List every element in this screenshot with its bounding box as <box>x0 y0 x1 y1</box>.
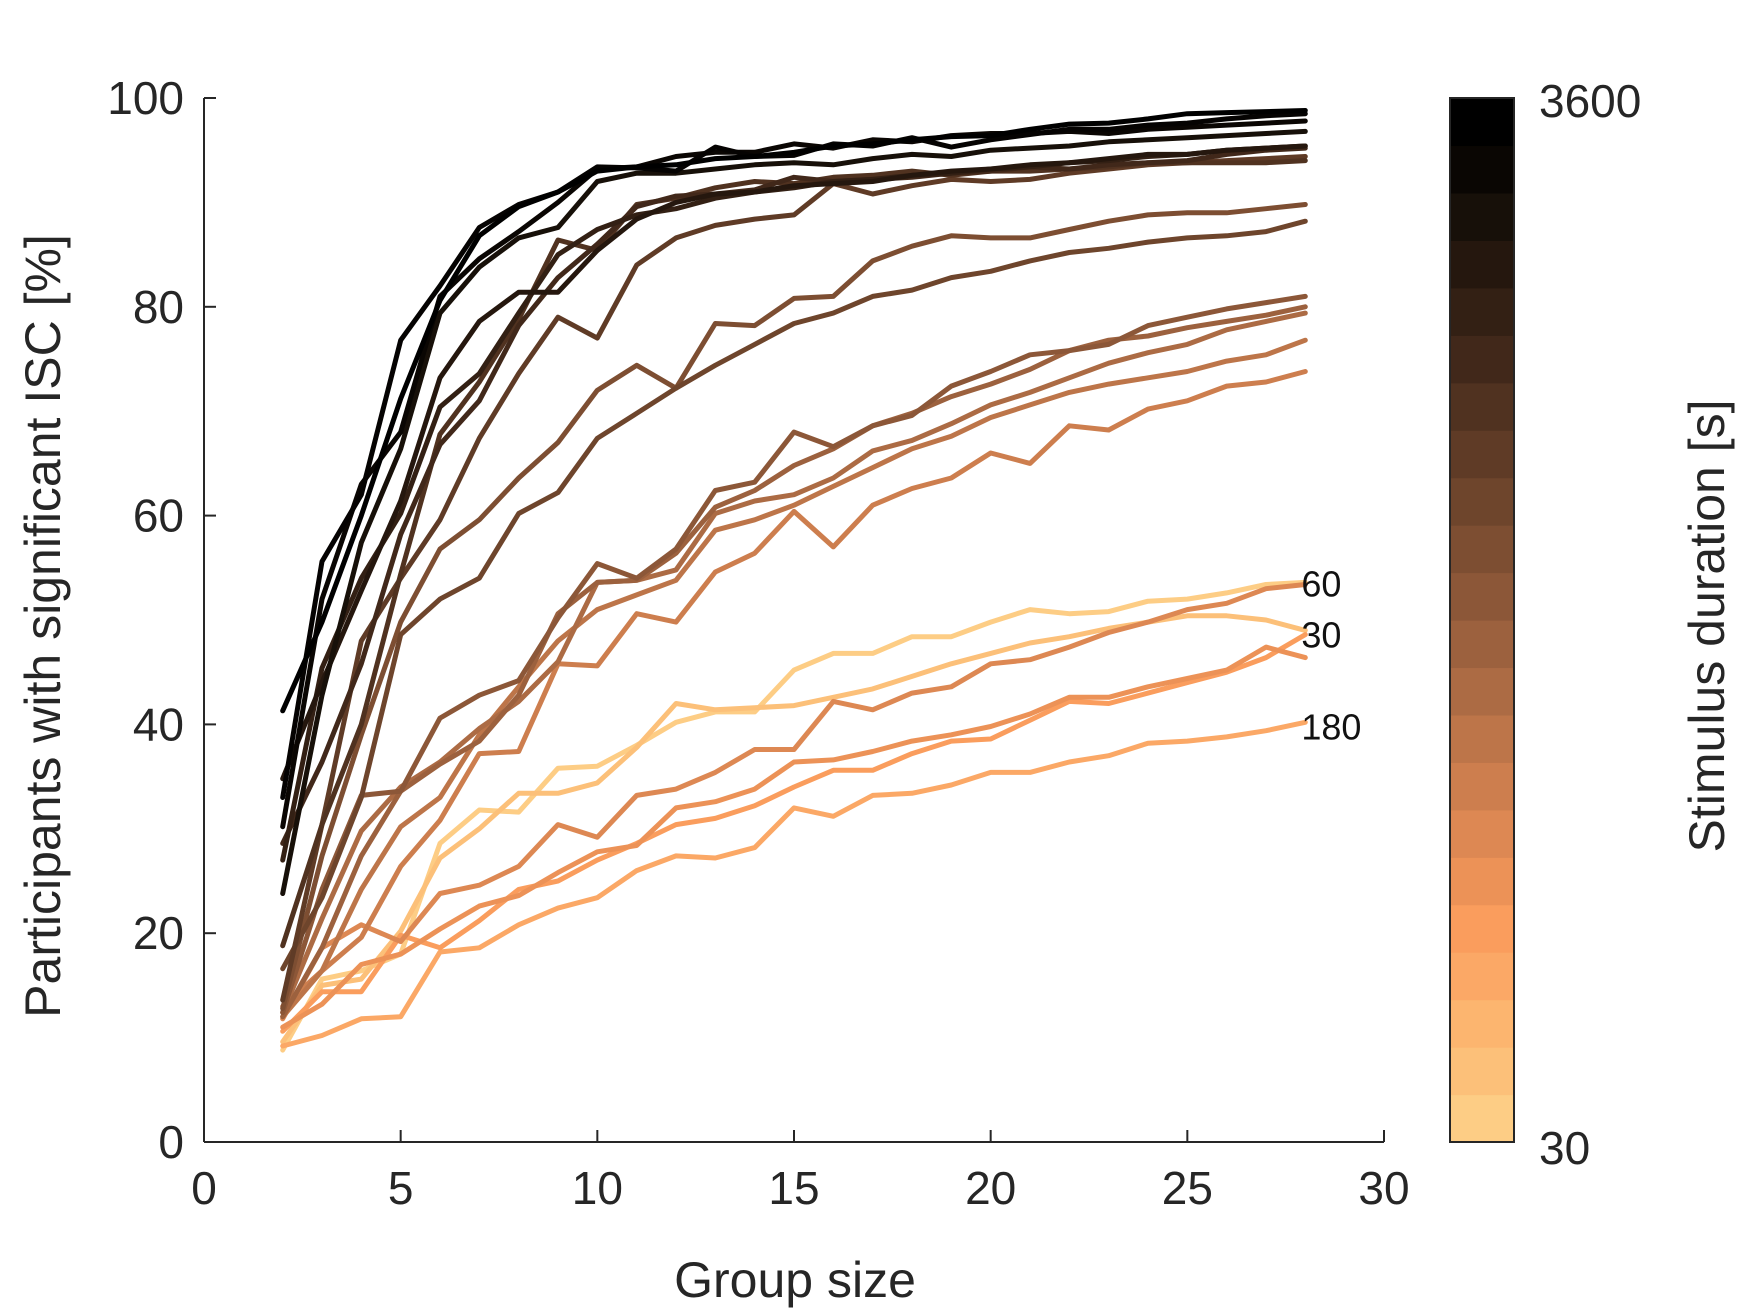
series-layer <box>280 108 1308 1053</box>
y-tick-label: 20 <box>133 907 184 959</box>
colorbar-swatch <box>1450 145 1514 194</box>
series-line-5 <box>280 143 1308 782</box>
colorbar-swatch <box>1450 240 1514 289</box>
axes-layer: 0 5 10 15 20 25 30 0 20 40 60 80 100 <box>107 72 1409 1214</box>
colorbar-swatch <box>1450 572 1514 621</box>
series-line-1 <box>280 108 1308 714</box>
colorbar-swatch <box>1450 525 1514 574</box>
series-line-15 <box>280 337 1308 1020</box>
colorbar-swatch <box>1450 857 1514 906</box>
colorbar-swatch <box>1450 999 1514 1048</box>
series-line-14 <box>280 310 1308 1015</box>
series-line-18 <box>280 644 1308 1030</box>
series-line-12 <box>280 293 1308 1015</box>
annotation-layer: 60 30 180 <box>1301 563 1361 747</box>
colorbar-swatch <box>1450 1094 1514 1143</box>
colorbar-min-label: 30 <box>1539 1122 1590 1174</box>
colorbar-swatch <box>1450 335 1514 384</box>
y-tick-label: 60 <box>133 490 184 542</box>
x-tick-label: 15 <box>768 1162 819 1214</box>
y-tick-label: 40 <box>133 698 184 750</box>
series-line-7 <box>280 145 1308 846</box>
colorbar <box>1449 97 1515 1143</box>
y-tick-label: 80 <box>133 281 184 333</box>
series-line-13 <box>280 304 1308 1020</box>
series-end-label: 60 <box>1301 563 1341 604</box>
colorbar-swatch <box>1450 714 1514 763</box>
colorbar-frame <box>1449 97 1515 1143</box>
series-line-17 <box>280 582 1308 1022</box>
colorbar-swatch <box>1450 192 1514 241</box>
x-axis-label: Group size <box>674 1252 916 1308</box>
colorbar-swatch <box>1450 809 1514 858</box>
series-end-label: 30 <box>1301 615 1341 656</box>
plot-area: 0 5 10 15 20 25 30 0 20 40 60 80 100 60 30 180 <box>107 72 1409 1214</box>
series-line-19 <box>280 632 1308 1034</box>
series-line-16 <box>280 369 1308 1009</box>
colorbar-swatch <box>1450 952 1514 1001</box>
colorbar-swatch <box>1450 667 1514 716</box>
series-line-11 <box>280 202 1308 1011</box>
series-line-10 <box>280 218 1308 972</box>
colorbar-label: Stimulus duration [s] <box>1679 400 1735 853</box>
colorbar-swatch <box>1450 287 1514 336</box>
series-line-4 <box>280 128 1308 896</box>
colorbar-max-label: 3600 <box>1539 75 1641 127</box>
colorbar-swatch <box>1450 382 1514 431</box>
colorbar-swatch <box>1450 98 1514 147</box>
x-tick-label: 20 <box>965 1162 1016 1214</box>
y-tick-label: 100 <box>107 72 184 124</box>
series-line-2 <box>280 111 1308 800</box>
colorbar-swatch <box>1450 620 1514 669</box>
colorbar-swatch <box>1450 1047 1514 1096</box>
x-tick-label: 10 <box>572 1162 623 1214</box>
colorbar-swatch <box>1450 762 1514 811</box>
colorbar-swatch <box>1450 430 1514 479</box>
x-tick-label: 5 <box>388 1162 414 1214</box>
y-tick-label: 0 <box>158 1116 184 1168</box>
colorbar-swatch <box>1450 477 1514 526</box>
series-end-label: 180 <box>1301 706 1361 747</box>
y-axis-label: Participants with significant ISC [%] <box>15 234 71 1018</box>
x-tick-label: 30 <box>1358 1162 1409 1214</box>
series-line-20 <box>280 719 1308 1049</box>
series-line-22 <box>280 579 1308 1053</box>
x-tick-label: 0 <box>191 1162 217 1214</box>
colorbar-swatch <box>1450 904 1514 953</box>
x-tick-label: 25 <box>1162 1162 1213 1214</box>
series-line-3 <box>280 118 1308 830</box>
series-line-9 <box>280 154 1308 1003</box>
